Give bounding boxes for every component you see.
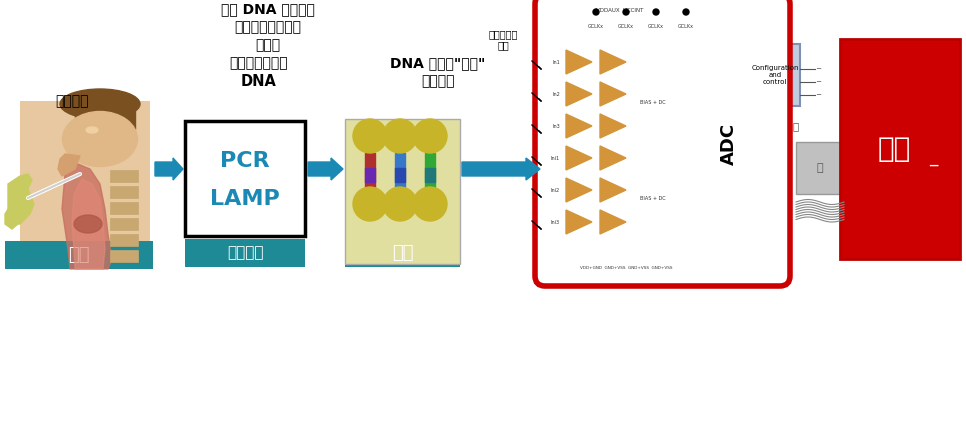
- Polygon shape: [566, 50, 592, 74]
- Text: 光电二极管: 光电二极管: [488, 29, 518, 39]
- Polygon shape: [600, 82, 626, 106]
- Bar: [634, 188, 672, 210]
- Circle shape: [353, 119, 387, 153]
- Bar: [110, 234, 138, 246]
- Text: 鼻腔采样: 鼻腔采样: [55, 94, 89, 108]
- Text: DNA 扩增时"荧光": DNA 扩增时"荧光": [390, 56, 486, 70]
- Bar: [20, 101, 150, 269]
- Ellipse shape: [60, 89, 140, 119]
- FancyBboxPatch shape: [750, 44, 800, 106]
- FancyBboxPatch shape: [5, 241, 153, 269]
- Bar: [365, 153, 375, 194]
- Text: 因此，我们复制: 因此，我们复制: [230, 56, 288, 70]
- Polygon shape: [600, 146, 626, 170]
- Bar: [634, 92, 672, 114]
- Circle shape: [653, 9, 659, 15]
- FancyArrow shape: [155, 158, 183, 180]
- Polygon shape: [58, 154, 80, 176]
- Text: In1: In1: [553, 59, 560, 64]
- Bar: [425, 168, 435, 182]
- Circle shape: [383, 119, 417, 153]
- Text: Ini1: Ini1: [551, 156, 560, 161]
- Polygon shape: [62, 164, 112, 269]
- Text: In3: In3: [553, 123, 560, 128]
- Bar: [110, 186, 138, 198]
- Polygon shape: [600, 50, 626, 74]
- Bar: [110, 202, 138, 214]
- Text: VDD+GND  GND+VSS  GND+VSS  GND+VSS: VDD+GND GND+VSS GND+VSS GND+VSS: [580, 266, 672, 270]
- Polygon shape: [566, 146, 592, 170]
- Text: Configuration
and
control: Configuration and control: [752, 65, 799, 85]
- Text: 输: 输: [793, 121, 799, 131]
- Ellipse shape: [86, 127, 98, 133]
- Circle shape: [683, 9, 689, 15]
- FancyArrow shape: [308, 158, 343, 180]
- Bar: [110, 250, 138, 262]
- Text: PCR: PCR: [220, 151, 270, 171]
- Text: BIAS + DC: BIAS + DC: [640, 100, 666, 106]
- Text: GCLKx: GCLKx: [618, 24, 634, 29]
- Text: 处理: 处理: [877, 135, 911, 163]
- Text: GCLKx: GCLKx: [678, 24, 694, 29]
- Text: ─: ─: [816, 92, 820, 98]
- Bar: [840, 39, 960, 259]
- Polygon shape: [600, 178, 626, 202]
- Text: 信号增加: 信号增加: [421, 74, 455, 88]
- Text: 的信号不足以被检: 的信号不足以被检: [235, 20, 301, 34]
- Polygon shape: [8, 174, 34, 224]
- Polygon shape: [72, 179, 105, 269]
- Text: Ini3: Ini3: [551, 220, 560, 224]
- Text: 阵列: 阵列: [497, 40, 509, 50]
- Text: 荧光: 荧光: [392, 244, 413, 262]
- Text: In2: In2: [553, 92, 560, 97]
- Bar: [75, 99, 135, 129]
- Circle shape: [593, 9, 599, 15]
- Ellipse shape: [74, 215, 102, 233]
- Bar: [712, 28, 746, 259]
- Text: 输: 输: [816, 163, 823, 173]
- Bar: [365, 168, 375, 182]
- Polygon shape: [600, 114, 626, 138]
- Bar: [110, 218, 138, 230]
- Ellipse shape: [63, 112, 137, 167]
- Text: 测到。: 测到。: [255, 38, 280, 52]
- Bar: [395, 153, 405, 194]
- Bar: [715, 31, 743, 256]
- Text: LAMP: LAMP: [211, 189, 280, 209]
- FancyBboxPatch shape: [345, 239, 460, 267]
- Circle shape: [413, 119, 447, 153]
- Polygon shape: [566, 210, 592, 234]
- Polygon shape: [5, 206, 18, 229]
- FancyArrow shape: [462, 158, 540, 180]
- Text: GCLKx: GCLKx: [648, 24, 664, 29]
- Circle shape: [623, 9, 629, 15]
- Text: ADC: ADC: [720, 123, 738, 165]
- Circle shape: [353, 187, 387, 221]
- Circle shape: [413, 187, 447, 221]
- FancyBboxPatch shape: [535, 0, 790, 286]
- Text: Ini2: Ini2: [551, 187, 560, 192]
- Polygon shape: [600, 210, 626, 234]
- Polygon shape: [566, 114, 592, 138]
- Text: 核酸扩增: 核酸扩增: [227, 245, 264, 260]
- Text: ─: ─: [816, 79, 820, 85]
- Text: VDDAUX  VCCINT: VDDAUX VCCINT: [596, 8, 643, 13]
- Bar: [345, 119, 460, 264]
- FancyBboxPatch shape: [185, 239, 305, 267]
- Text: 一个 DNA 样本产生: 一个 DNA 样本产生: [221, 2, 315, 16]
- Bar: [425, 153, 435, 194]
- Bar: [110, 170, 138, 182]
- Text: GCLKx: GCLKx: [588, 24, 604, 29]
- Bar: [395, 168, 405, 182]
- Text: DNA: DNA: [242, 74, 277, 89]
- Polygon shape: [566, 82, 592, 106]
- Bar: [796, 142, 844, 194]
- Polygon shape: [566, 178, 592, 202]
- Text: ─: ─: [816, 66, 820, 72]
- Text: _: _: [929, 148, 938, 166]
- Circle shape: [383, 187, 417, 221]
- FancyBboxPatch shape: [185, 121, 305, 236]
- Text: BIAS + DC: BIAS + DC: [640, 196, 666, 201]
- Text: 样品: 样品: [69, 246, 90, 264]
